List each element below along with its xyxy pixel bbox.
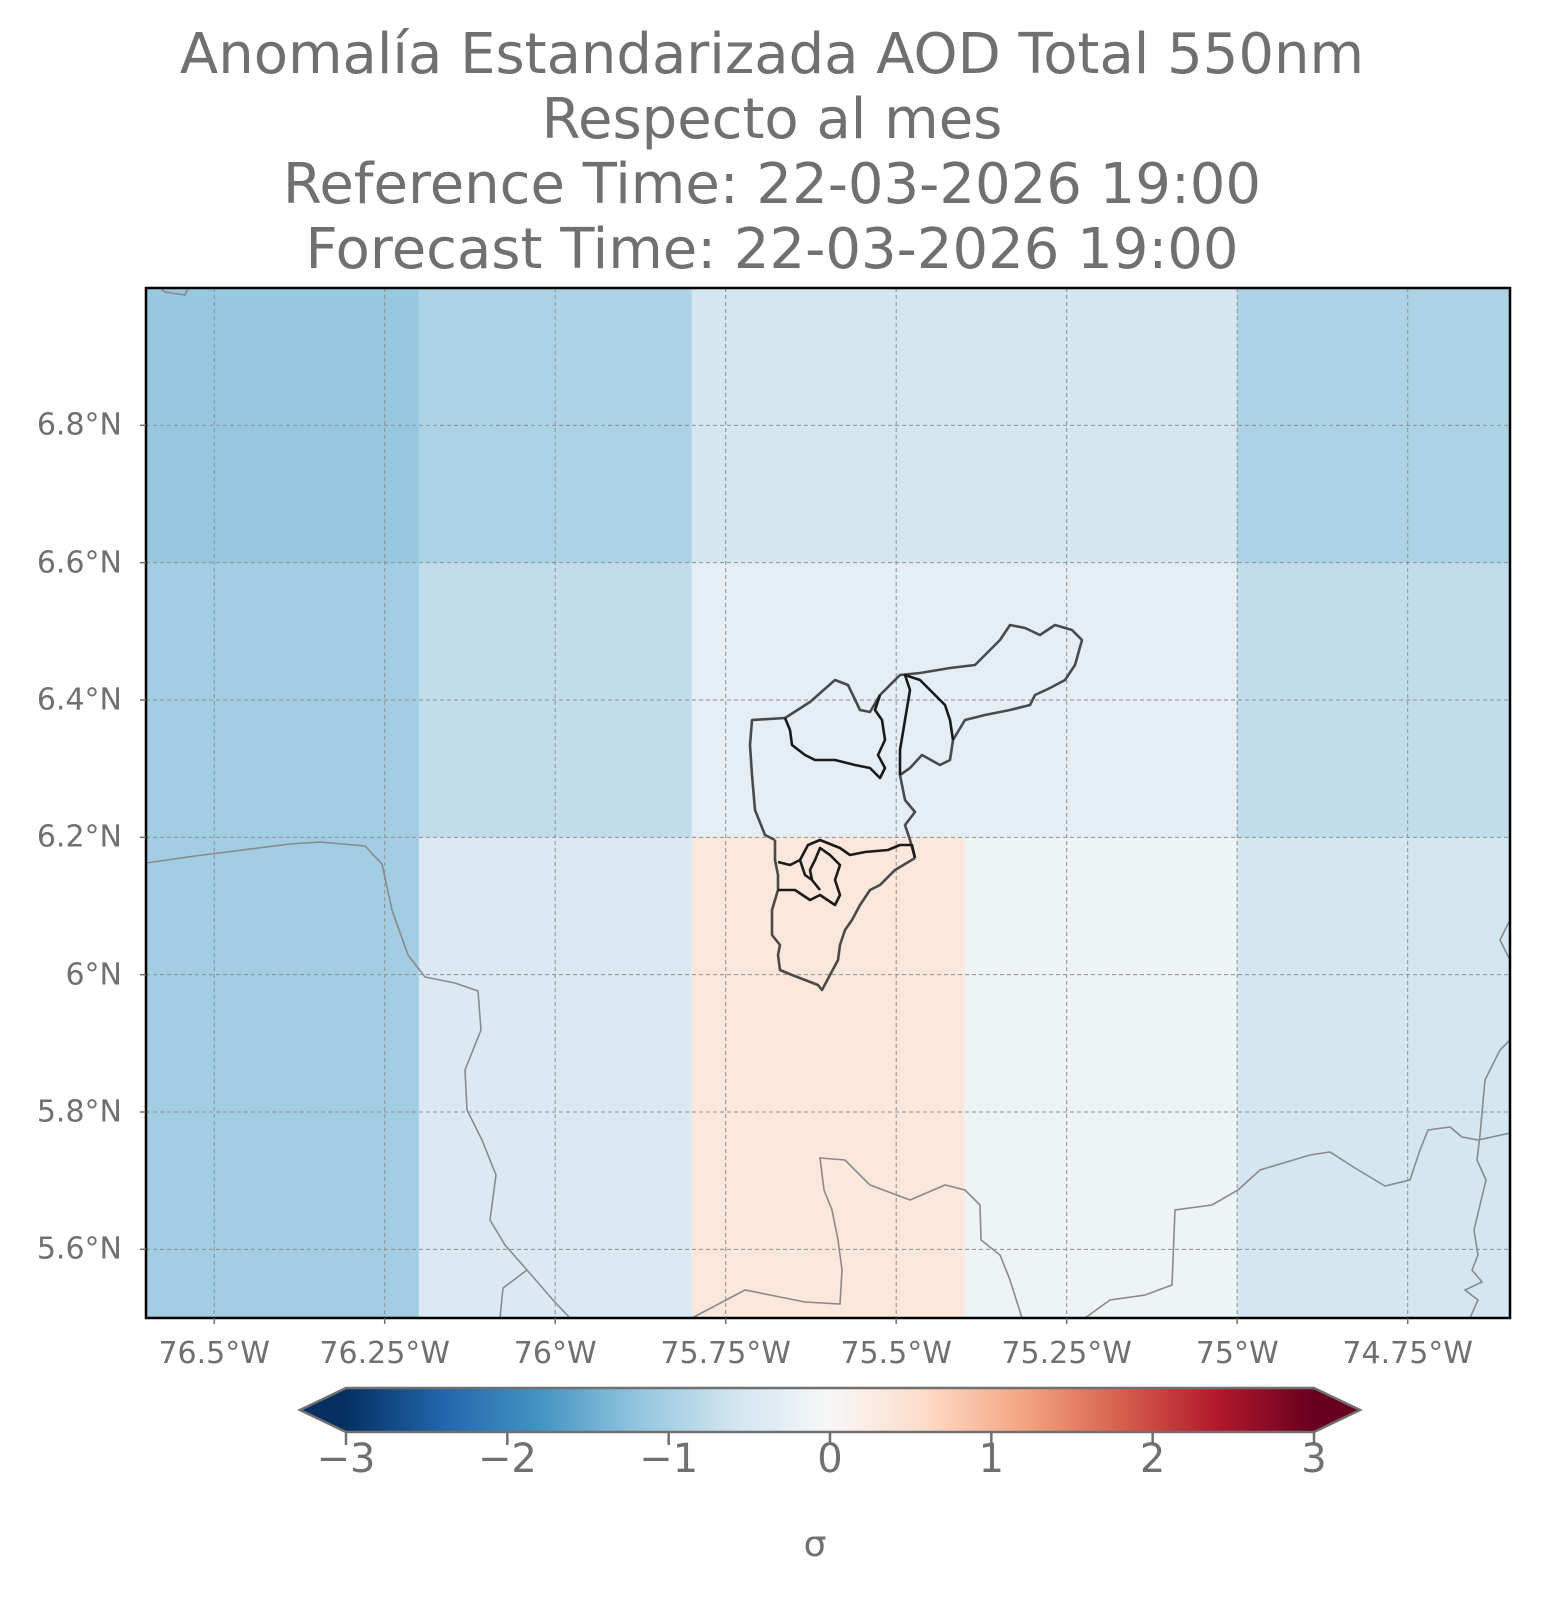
axis-tick-marks xyxy=(140,424,1409,1324)
boundary-south xyxy=(691,1157,1023,1318)
lat-tick-label: 5.6°N xyxy=(36,1231,122,1267)
colorbar-tick-label: 2 xyxy=(1139,1436,1166,1482)
map-gridlines xyxy=(146,288,1510,1318)
boundary-east xyxy=(1463,1039,1510,1318)
region-inner-5 xyxy=(798,859,813,882)
region-north-outline xyxy=(748,716,786,842)
region-outline xyxy=(748,623,1084,992)
region-inner-3 xyxy=(777,838,917,867)
anomaly-cell xyxy=(1237,837,1510,1318)
region-inner-1 xyxy=(783,694,887,780)
title-line-2: Respecto al mes xyxy=(541,87,1003,152)
region-inner-2 xyxy=(898,673,955,775)
lat-tick-label: 6.6°N xyxy=(36,545,122,581)
lat-tick-label: 6.2°N xyxy=(36,819,122,855)
anomaly-cell xyxy=(418,837,693,1318)
title-line-4: Forecast Time: 22-03-2026 19:00 xyxy=(305,217,1239,282)
lon-tick-label: 74.75°W xyxy=(1342,1336,1473,1371)
lat-tick-label: 6.4°N xyxy=(36,682,122,718)
colorbar-tick-label: 1 xyxy=(978,1436,1005,1482)
boundary-se xyxy=(1084,1126,1510,1318)
lon-tick-label: 75.5°W xyxy=(840,1336,952,1371)
colorbar-tick-label: −1 xyxy=(639,1436,699,1482)
title-line-3: Reference Time: 22-03-2026 19:00 xyxy=(282,152,1262,217)
lat-tick-label: 6.8°N xyxy=(36,407,122,443)
colorbar-tick-label: 0 xyxy=(817,1436,843,1482)
region-central-outline xyxy=(770,840,916,992)
colorbar-tick-label: 3 xyxy=(1301,1436,1327,1482)
region-inner-4 xyxy=(778,846,842,907)
colorbar xyxy=(297,1386,1363,1445)
region-north-outline-2 xyxy=(784,623,1084,859)
boundary-nw xyxy=(159,288,189,296)
lat-tick-label: 5.8°N xyxy=(36,1094,122,1130)
lon-tick-label: 76.5°W xyxy=(158,1336,270,1371)
coastline-north xyxy=(146,841,571,1318)
title-line-1: Anomalía Estandarizada AOD Total 550nm xyxy=(179,22,1365,87)
colorbar-tick-label: −3 xyxy=(316,1436,376,1482)
anomaly-grid-cells xyxy=(146,288,1510,1318)
anomaly-cell xyxy=(146,837,420,1318)
lon-tick-label: 76.25°W xyxy=(319,1336,450,1371)
boundary-east-2 xyxy=(1499,919,1510,961)
lon-tick-label: 75.75°W xyxy=(660,1336,791,1371)
lon-tick-label: 75.25°W xyxy=(1001,1336,1132,1371)
anomaly-cell xyxy=(964,837,1238,1318)
colorbar-label: σ xyxy=(803,1524,827,1565)
map-frame xyxy=(144,286,1512,1320)
colorbar-tick-label: −2 xyxy=(477,1436,537,1482)
colorbar-extend-high xyxy=(1314,1388,1360,1432)
map-title: Anomalía Estandarizada AOD Total 550nm R… xyxy=(0,22,1544,282)
anomaly-cell xyxy=(691,837,965,1318)
country-boundaries xyxy=(146,288,1510,1318)
colorbar-extend-low xyxy=(300,1388,346,1432)
lon-tick-label: 75°W xyxy=(1195,1336,1279,1371)
lat-tick-label: 6°N xyxy=(65,957,122,993)
lon-tick-label: 76°W xyxy=(513,1336,597,1371)
colorbar-gradient xyxy=(346,1388,1314,1432)
boundary-sw xyxy=(499,1269,528,1318)
